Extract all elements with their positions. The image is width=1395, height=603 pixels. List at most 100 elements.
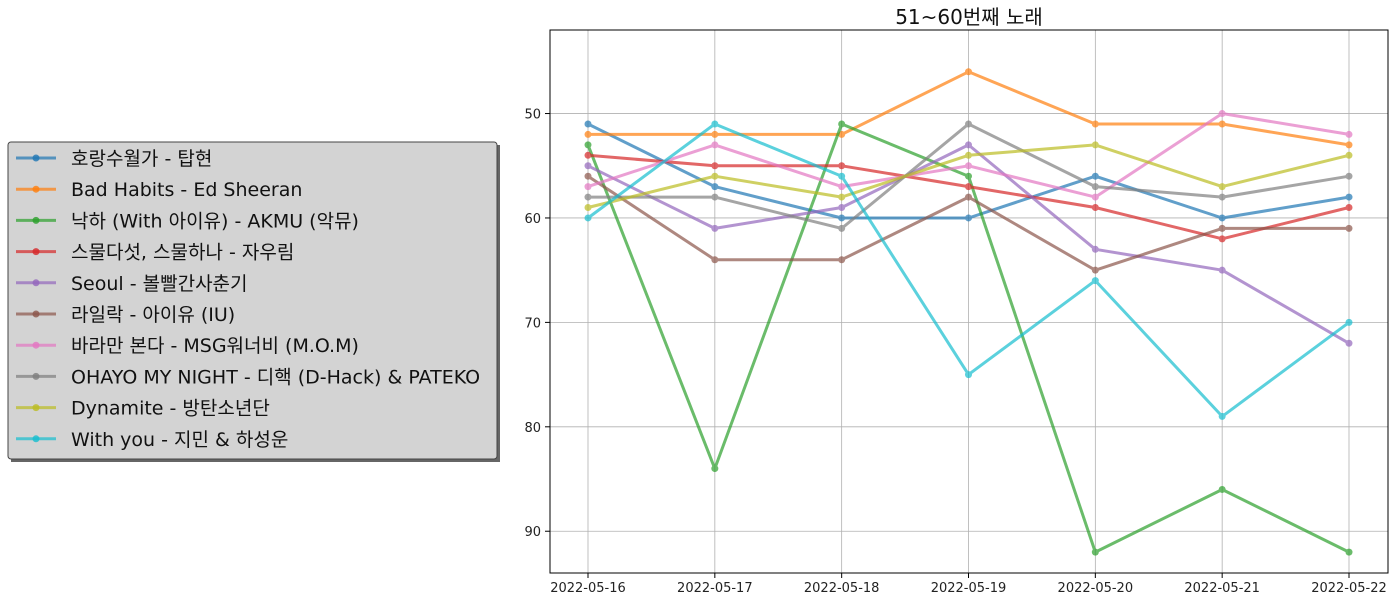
data-point (1218, 235, 1226, 243)
data-point (711, 172, 719, 180)
x-tick-label: 2022-05-19 (931, 581, 1007, 596)
series-7 (584, 110, 1353, 201)
series-4 (584, 151, 1353, 243)
data-point (1091, 245, 1099, 253)
data-point (1218, 412, 1226, 420)
data-point (711, 130, 719, 138)
data-point (1345, 172, 1353, 180)
data-point (711, 120, 719, 128)
data-point (1345, 151, 1353, 159)
data-point (711, 183, 719, 191)
data-point (1218, 183, 1226, 191)
data-point (838, 172, 846, 180)
series-8 (584, 120, 1353, 232)
data-point (1345, 193, 1353, 201)
data-point (838, 256, 846, 264)
data-point (838, 183, 846, 191)
data-point (965, 183, 972, 191)
legend-label: 바라만 본다 - MSG워너비 (M.O.M) (71, 335, 359, 357)
ticks: 2022-05-16 2022-05-17 2022-05-18 2022-05-19… (524, 108, 1386, 596)
legend-label: Seoul - 볼빨간사춘기 (71, 273, 248, 295)
data-point (1091, 141, 1099, 149)
data-point (1345, 204, 1353, 212)
plot-frame (549, 29, 1389, 574)
y-tick-label: 60 (524, 212, 541, 227)
data-point (1091, 120, 1099, 128)
data-point (1218, 110, 1226, 118)
data-point (584, 151, 592, 159)
legend-marker (32, 404, 40, 412)
data-point (711, 256, 719, 264)
x-tick-label: 2022-05-17 (677, 581, 753, 596)
data-point (965, 141, 972, 149)
data-point (965, 151, 972, 159)
legend-item: 바라만 본다 - MSG워너비 (M.O.M) (16, 335, 359, 357)
data-point (838, 224, 846, 232)
legend-box (7, 141, 498, 460)
data-point (584, 183, 592, 191)
y-tick-label: 50 (524, 108, 541, 123)
data-point (584, 141, 592, 149)
legend-marker (32, 310, 40, 318)
data-point (1091, 172, 1099, 180)
x-tick-label: 2022-05-16 (550, 581, 626, 596)
legend-item: 스물다섯, 스물하나 - 자우림 (16, 242, 294, 264)
y-tick-label: 70 (524, 316, 541, 331)
legend-item: Bad Habits - Ed Sheeran (16, 179, 302, 201)
legend-label: 스물다섯, 스물하나 - 자우림 (71, 242, 294, 264)
legend-item: OHAYO MY NIGHT - 디핵 (D-Hack) & PATEKO (16, 366, 480, 388)
data-point (1218, 485, 1226, 493)
legend-item: With you - 지민 & 하성운 (16, 429, 288, 451)
data-point (584, 162, 592, 170)
legend-label: Dynamite - 방탄소년단 (71, 398, 270, 420)
data-point (965, 193, 972, 201)
legend-item: 라일락 - 아이유 (IU) (16, 304, 235, 326)
data-point (838, 214, 846, 222)
data-point (584, 130, 592, 138)
legend-item: Seoul - 볼빨간사춘기 (16, 273, 248, 295)
data-point (1218, 193, 1226, 201)
data-point (1218, 214, 1226, 222)
data-point (1218, 266, 1226, 274)
data-point (711, 162, 719, 170)
legend-label: Bad Habits - Ed Sheeran (71, 179, 302, 201)
legend-marker (32, 248, 40, 256)
data-point (838, 120, 846, 128)
legend-marker (32, 154, 40, 162)
legend-item: 호랑수월가 - 탑현 (16, 148, 212, 170)
data-point (965, 371, 972, 379)
data-point (1091, 204, 1099, 212)
data-point (584, 204, 592, 212)
data-point (1218, 120, 1226, 128)
data-point (965, 68, 972, 76)
data-point (838, 204, 846, 212)
y-tick-label: 90 (524, 525, 541, 540)
legend: 호랑수월가 - 탑현 Bad Habits - Ed Sheeran 낙하 (Wit… (7, 141, 500, 462)
data-point (1345, 130, 1353, 138)
data-point (1218, 224, 1226, 232)
data-point (838, 162, 846, 170)
data-point (711, 224, 719, 232)
legend-marker (32, 279, 40, 287)
legend-item: Dynamite - 방탄소년단 (16, 398, 270, 420)
data-point (838, 193, 846, 201)
data-point (1091, 277, 1099, 285)
chart-title: 51~60번째 노래 (895, 5, 1043, 29)
x-tick-label: 2022-05-18 (804, 581, 880, 596)
data-point (711, 193, 719, 201)
legend-label: 호랑수월가 - 탑현 (71, 148, 212, 170)
data-point (1091, 548, 1099, 556)
data-point (965, 172, 972, 180)
legend-marker (32, 435, 40, 443)
series-5 (584, 141, 1353, 347)
data-point (584, 214, 592, 222)
legend-label: OHAYO MY NIGHT - 디핵 (D-Hack) & PATEKO (71, 366, 480, 388)
x-tick-label: 2022-05-21 (1184, 581, 1260, 596)
legend-label: 라일락 - 아이유 (IU) (71, 304, 235, 326)
data-point (584, 172, 592, 180)
x-tick-label: 2022-05-22 (1311, 581, 1387, 596)
series-9 (584, 141, 1353, 212)
data-point (1091, 266, 1099, 274)
data-point (1345, 224, 1353, 232)
